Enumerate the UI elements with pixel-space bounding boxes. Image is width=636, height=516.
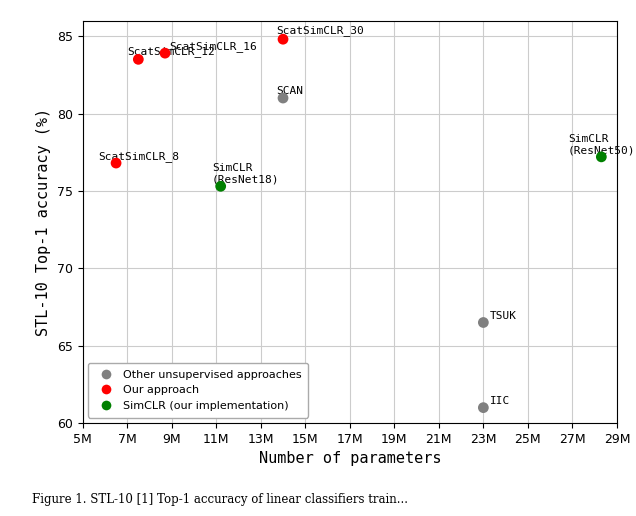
Text: TSUK: TSUK (490, 311, 517, 321)
Text: SCAN: SCAN (276, 87, 303, 96)
Text: ScatSimCLR_8: ScatSimCLR_8 (98, 151, 179, 163)
Point (278, 35, 288, 43)
Point (111, 159, 121, 167)
Text: ScatSimCLR_12: ScatSimCLR_12 (127, 46, 215, 57)
Text: Figure 1. STL-10 [1] Top-1 accuracy of linear classifiers train...: Figure 1. STL-10 [1] Top-1 accuracy of l… (32, 493, 408, 506)
Point (478, 404, 488, 412)
Y-axis label: STL-10 Top-1 accuracy (%): STL-10 Top-1 accuracy (%) (36, 108, 52, 336)
Text: ScatSimCLR_30: ScatSimCLR_30 (276, 25, 364, 36)
Text: ScatSimCLR_16: ScatSimCLR_16 (169, 41, 257, 53)
Text: SimCLR
(ResNet18): SimCLR (ResNet18) (212, 163, 279, 185)
Point (134, 55, 144, 63)
Point (478, 318, 488, 327)
Point (278, 94, 288, 102)
Point (597, 153, 607, 161)
X-axis label: Number of parameters: Number of parameters (259, 452, 441, 466)
Text: SimCLR
(ResNet50): SimCLR (ResNet50) (568, 134, 635, 155)
Legend: Other unsupervised approaches, Our approach, SimCLR (our implementation): Other unsupervised approaches, Our appro… (88, 363, 308, 417)
Point (160, 49, 170, 57)
Text: IIC: IIC (490, 396, 510, 406)
Point (216, 182, 226, 190)
